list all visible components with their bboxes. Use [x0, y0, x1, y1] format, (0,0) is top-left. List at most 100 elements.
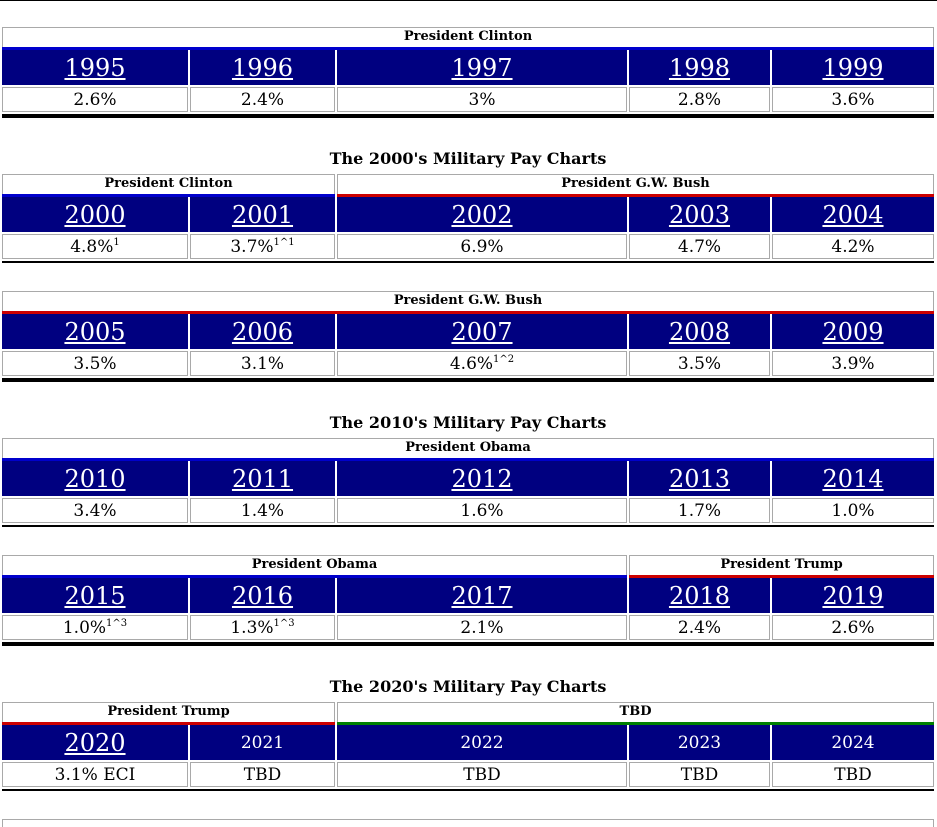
raise-percent-cell: 1.3%1^3 — [190, 615, 335, 640]
raise-percent-cell: 2.8% — [629, 87, 770, 112]
raise-percent: 3.6% — [831, 90, 875, 110]
raise-percent: 4.6% — [449, 354, 494, 374]
president-color-bar — [629, 575, 934, 578]
raise-percent-cell: TBD — [190, 762, 335, 787]
section-title: The 2020's Military Pay Charts — [329, 677, 607, 696]
president-header: President Obama — [2, 438, 934, 461]
top-rule — [0, 0, 937, 1]
year-link-2002[interactable]: 2002 — [337, 197, 627, 232]
footnote-ref[interactable]: 1^3 — [273, 618, 295, 629]
year-link-2019[interactable]: 2019 — [772, 578, 934, 613]
year-link-2015[interactable]: 2015 — [2, 578, 188, 613]
raise-percent: 1.6% — [460, 501, 504, 521]
footnote-ref[interactable]: 1^3 — [106, 618, 128, 629]
year-link-2006[interactable]: 2006 — [190, 314, 335, 349]
year-link-2008[interactable]: 2008 — [629, 314, 770, 349]
raise-percent-cell: 4.6%1^2 — [337, 351, 627, 376]
year-link-2013[interactable]: 2013 — [629, 461, 770, 496]
president-color-bar — [2, 458, 934, 461]
year-link-1999[interactable]: 1999 — [772, 50, 934, 85]
raise-percent: 1.0% — [831, 501, 875, 521]
year-link-2001[interactable]: 2001 — [190, 197, 335, 232]
year-link-2011[interactable]: 2011 — [190, 461, 335, 496]
president-color-bar — [2, 722, 335, 725]
president-name: President Clinton — [403, 29, 533, 44]
raise-percent-cell: 4.8%1 — [2, 234, 188, 259]
president-header: President Trump — [629, 555, 934, 578]
president-color-bar — [2, 194, 335, 197]
president-color-bar — [2, 575, 627, 578]
president-color-bar — [337, 722, 934, 725]
raise-percent-cell: 6.9% — [337, 234, 627, 259]
year-link-2016[interactable]: 2016 — [190, 578, 335, 613]
year-link-2012[interactable]: 2012 — [337, 461, 627, 496]
year-link-2003[interactable]: 2003 — [629, 197, 770, 232]
raise-percent: 1.0% — [62, 618, 107, 638]
year-link-2005[interactable]: 2005 — [2, 314, 188, 349]
raise-percent: TBD — [834, 765, 872, 785]
president-header: President G.W. Bush — [2, 291, 934, 314]
section-rule — [2, 261, 934, 263]
president-name: President G.W. Bush — [393, 293, 543, 308]
president-name: President Obama — [251, 557, 378, 572]
section-rule — [2, 378, 934, 382]
president-name: TBD — [619, 704, 652, 719]
year-link-2007[interactable]: 2007 — [337, 314, 627, 349]
year-link-1997[interactable]: 1997 — [337, 50, 627, 85]
raise-percent-cell: TBD — [629, 762, 770, 787]
president-name: President Obama — [405, 440, 531, 455]
raise-percent: 2.6% — [831, 618, 875, 638]
raise-percent-cell: 1.7% — [629, 498, 770, 523]
year-label-2023: 2023 — [629, 725, 770, 760]
raise-percent-cell: 3% — [337, 87, 627, 112]
raise-percent: 1.3% — [230, 618, 274, 638]
raise-percent: 3.9% — [831, 354, 875, 374]
president-header: TBD — [337, 702, 934, 725]
footnote-ref[interactable]: 1^2 — [493, 354, 515, 365]
raise-percent: 4.8% — [70, 237, 114, 257]
raise-percent: TBD — [463, 765, 501, 785]
raise-percent-cell: 2.6% — [2, 87, 188, 112]
raise-percent: 2.1% — [460, 618, 504, 638]
year-link-2014[interactable]: 2014 — [772, 461, 934, 496]
next-table-edge — [2, 819, 934, 827]
raise-percent-cell: 2.4% — [629, 615, 770, 640]
raise-percent-cell: 1.6% — [337, 498, 627, 523]
president-name: President Trump — [107, 704, 230, 719]
raise-percent-cell: 3.5% — [2, 351, 188, 376]
year-label-2024: 2024 — [772, 725, 934, 760]
year-link-1995[interactable]: 1995 — [2, 50, 188, 85]
president-header: President G.W. Bush — [337, 174, 934, 197]
year-link-2010[interactable]: 2010 — [2, 461, 188, 496]
raise-percent: 4.7% — [677, 237, 722, 257]
raise-percent-cell: 2.6% — [772, 615, 934, 640]
year-link-2004[interactable]: 2004 — [772, 197, 934, 232]
year-link-1998[interactable]: 1998 — [629, 50, 770, 85]
president-color-bar — [337, 194, 934, 197]
raise-percent: 1.7% — [677, 501, 722, 521]
footnote-ref[interactable]: 1 — [113, 237, 120, 248]
year-link-2017[interactable]: 2017 — [337, 578, 627, 613]
year-link-2000[interactable]: 2000 — [2, 197, 188, 232]
year-link-2018[interactable]: 2018 — [629, 578, 770, 613]
footnote-ref[interactable]: 1^1 — [273, 237, 295, 248]
year-link-2020[interactable]: 2020 — [2, 725, 188, 760]
year-link-1996[interactable]: 1996 — [190, 50, 335, 85]
raise-percent-cell: TBD — [337, 762, 627, 787]
raise-percent: 3% — [468, 90, 496, 110]
raise-percent: TBD — [680, 765, 719, 785]
year-link-2009[interactable]: 2009 — [772, 314, 934, 349]
raise-percent: 6.9% — [460, 237, 504, 257]
president-name: President Trump — [720, 557, 843, 572]
section-title: The 2010's Military Pay Charts — [329, 413, 607, 432]
president-header: President Trump — [2, 702, 335, 725]
president-name: President G.W. Bush — [561, 176, 710, 191]
raise-percent-cell: 3.7%1^1 — [190, 234, 335, 259]
section-rule — [2, 114, 934, 118]
raise-percent-cell: 2.4% — [190, 87, 335, 112]
raise-percent-cell: 2.1% — [337, 615, 627, 640]
raise-percent: TBD — [243, 765, 282, 785]
year-label-2022: 2022 — [337, 725, 627, 760]
raise-percent: 2.4% — [240, 90, 285, 110]
president-color-bar — [2, 311, 934, 314]
